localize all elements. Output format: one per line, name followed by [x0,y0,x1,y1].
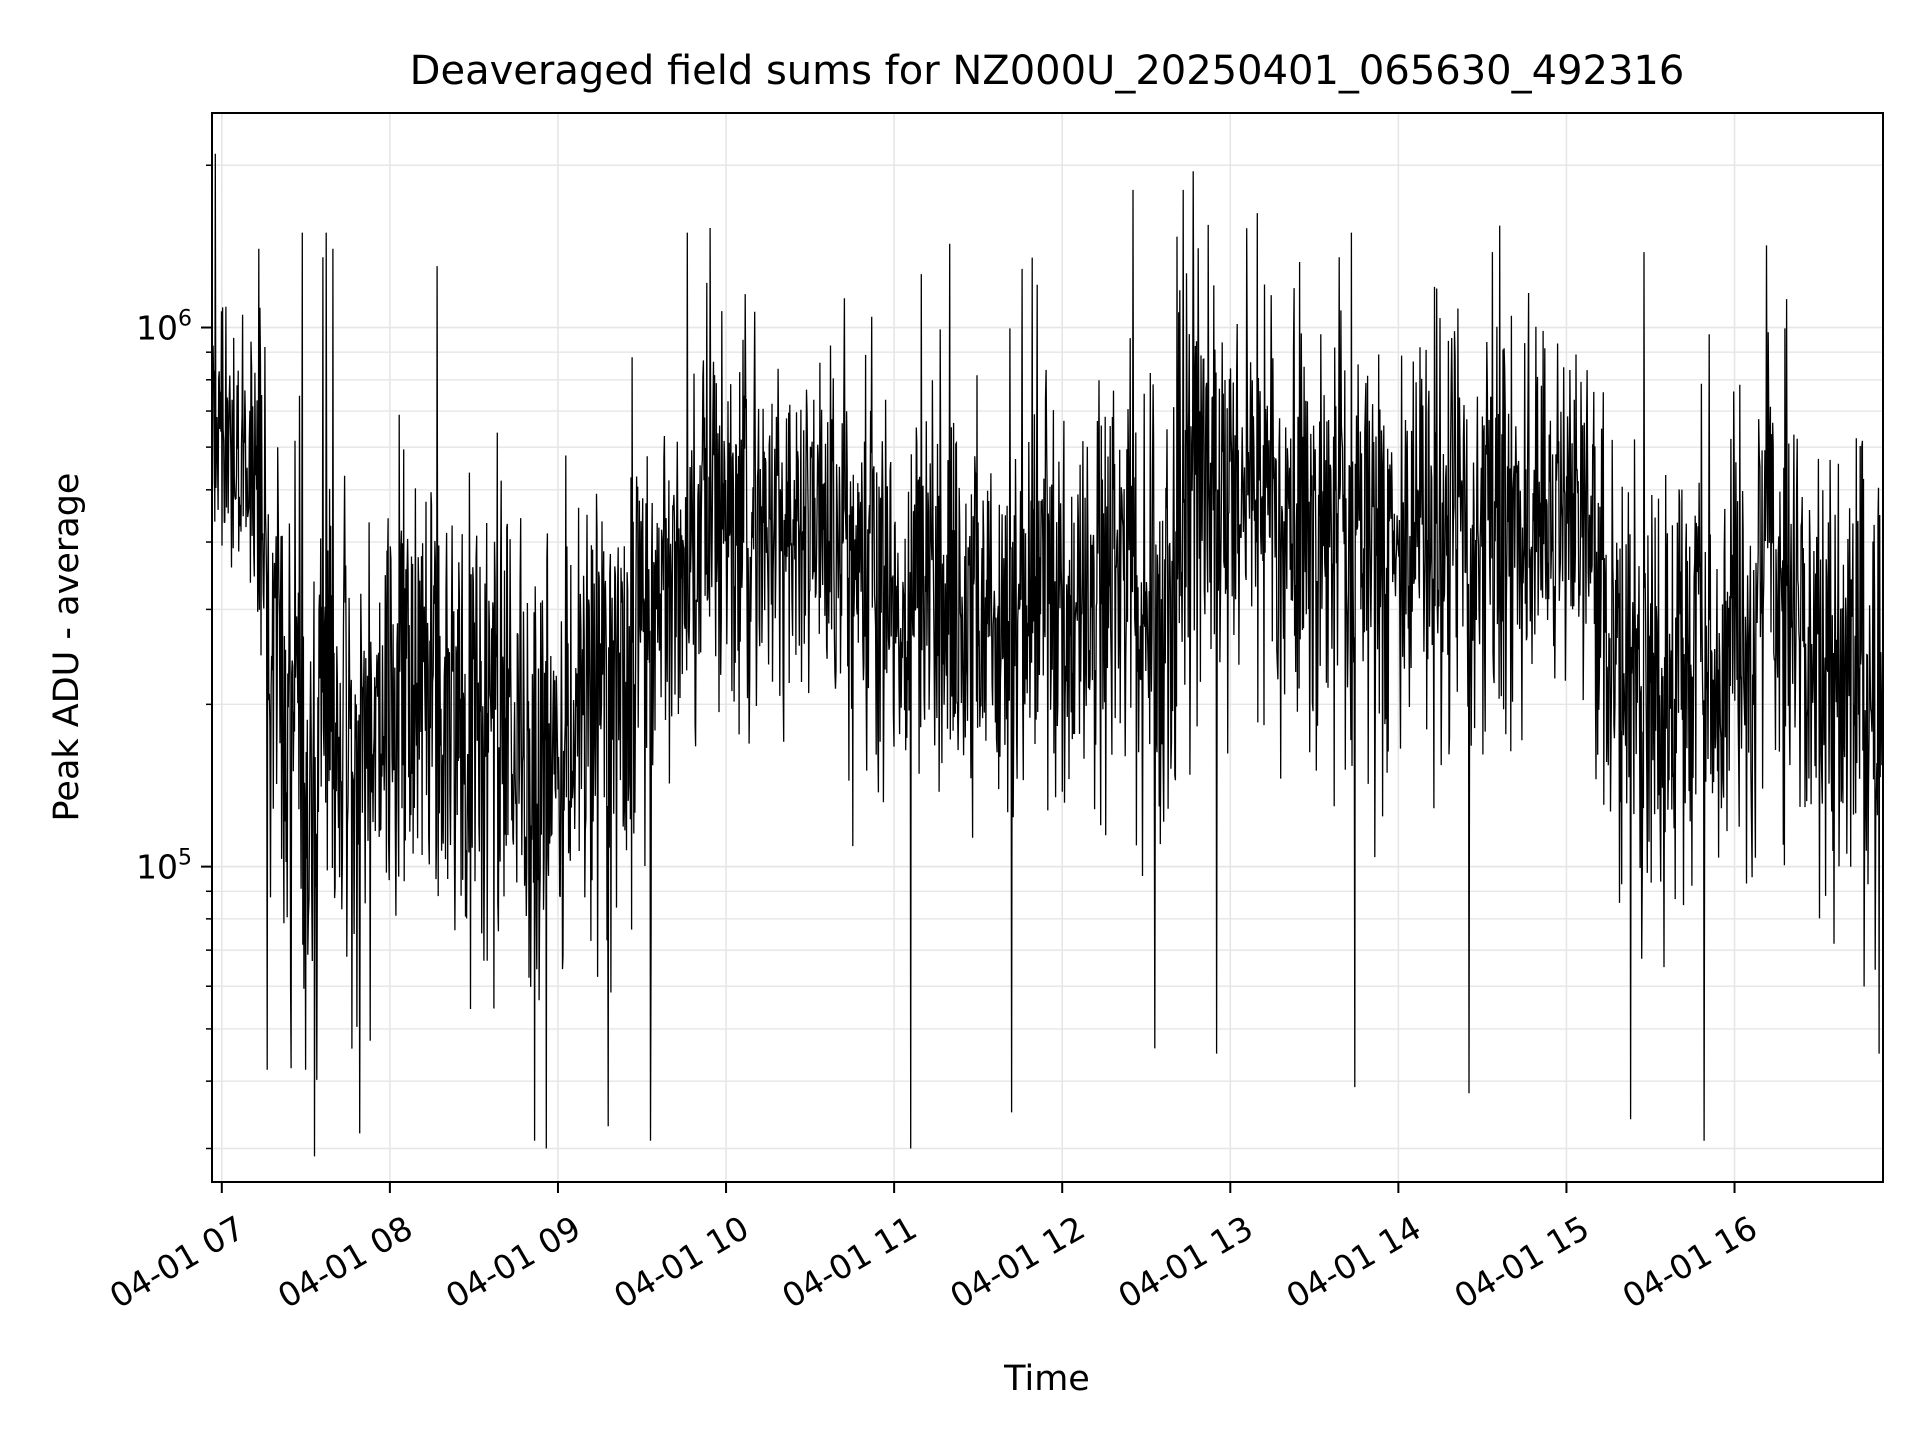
x-tick-label: 04-01 07 [103,1208,251,1316]
x-tick-label: 04-01 16 [1616,1208,1764,1316]
x-tick-label: 04-01 13 [1111,1208,1259,1316]
series-line [211,153,1884,1157]
y-tick-label: 105 [136,846,192,887]
plot-frame [211,112,1884,1183]
grid [212,113,1883,1182]
x-tick-label: 04-01 09 [439,1208,587,1316]
x-tick-label: 04-01 12 [943,1208,1091,1316]
x-axis: 04-01 07 04-01 08 04-01 09 04-01 10 04-01 11… [103,1182,1764,1316]
x-axis-label: Time [1003,1359,1090,1399]
y-tick-label: 106 [136,307,192,348]
x-tick-label: 04-01 15 [1448,1208,1596,1316]
x-tick-label: 04-01 08 [271,1208,419,1316]
x-tick-label: 04-01 10 [607,1208,755,1316]
series-layer [211,153,1884,1157]
y-axis-label: Peak ADU - average [47,473,87,822]
chart-title: Deaveraged field sums for NZ000U_2025040… [410,48,1685,94]
x-tick-label: 04-01 11 [775,1208,923,1316]
x-tick-label: 04-01 14 [1280,1208,1428,1316]
y-axis: 105 106 [136,164,212,1150]
